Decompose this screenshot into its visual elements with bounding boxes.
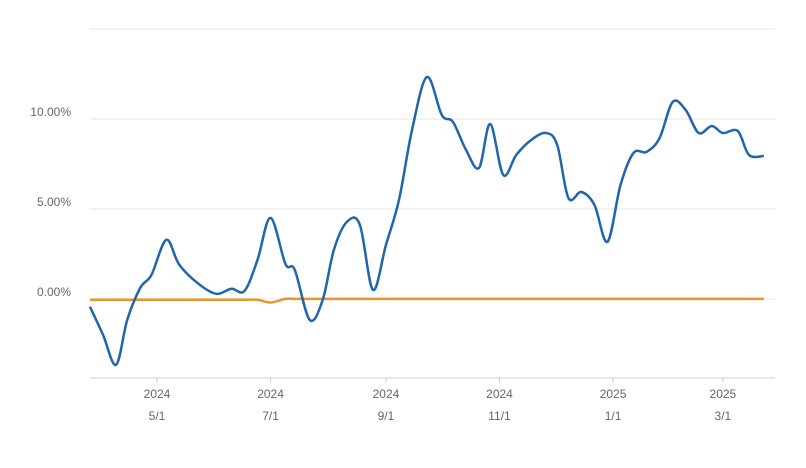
x-tick-label: 9/1: [378, 409, 395, 423]
x-tick-label: 7/1: [262, 409, 279, 423]
x-tick-year: 2024: [257, 387, 284, 401]
y-tick-label: 5.00%: [37, 195, 71, 209]
series-line: [90, 297, 764, 304]
x-tick-label: 3/1: [715, 409, 732, 423]
x-tick-label: 1/1: [605, 409, 622, 423]
x-tick-year: 2025: [600, 387, 627, 401]
x-tick-year: 2025: [710, 387, 737, 401]
x-tick-year: 2024: [486, 387, 513, 401]
x-tick-year: 2024: [144, 387, 171, 401]
x-tick-year: 2024: [373, 387, 400, 401]
x-tick-label: 11/1: [488, 409, 511, 423]
series-line: [88, 75, 764, 367]
x-tick-label: 5/1: [149, 409, 166, 423]
y-tick-label: 10.00%: [30, 105, 71, 119]
y-tick-label: 0.00%: [37, 285, 71, 299]
